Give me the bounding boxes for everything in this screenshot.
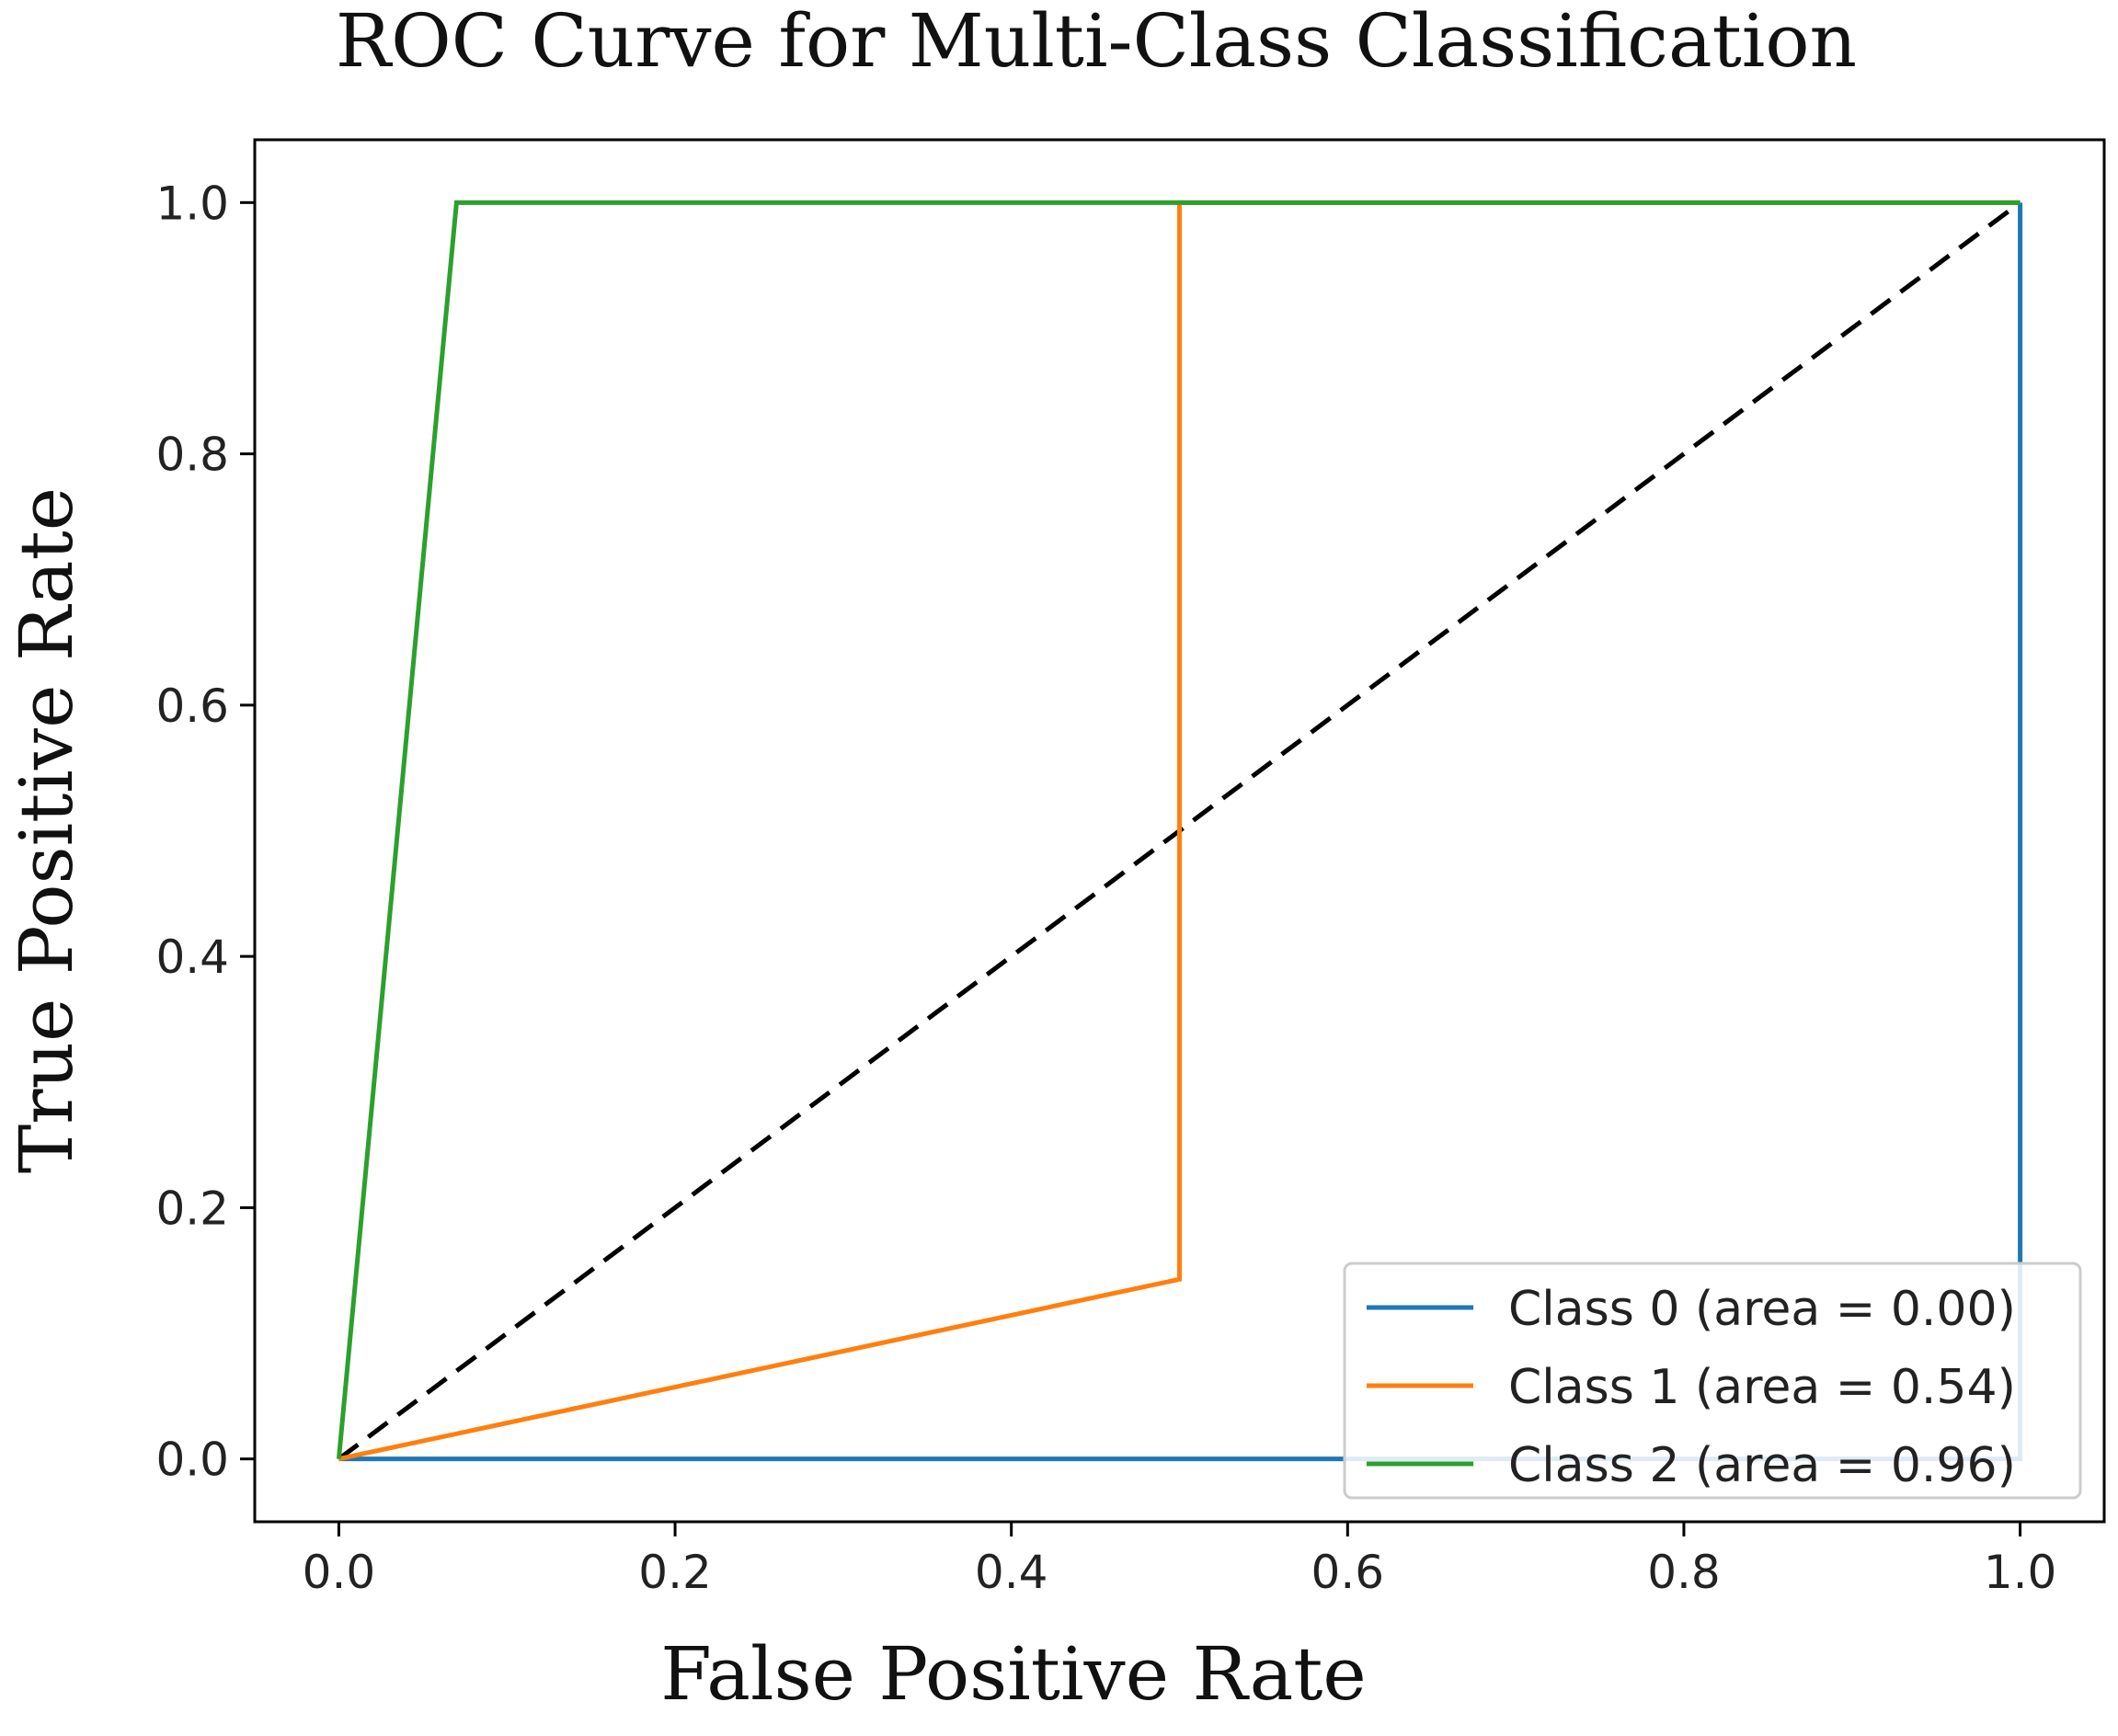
plot-area — [253, 138, 2106, 1524]
chart-title: ROC Curve for Multi-Class Classification — [336, 0, 1857, 84]
y-tick-label: 0.0 — [155, 1433, 229, 1487]
y-axis-label: True Positive Rate — [4, 487, 89, 1173]
axes-frame — [253, 138, 2106, 1524]
y-tick-label: 0.8 — [155, 428, 229, 482]
legend-label-class-2: Class 2 (area = 0.96) — [1508, 1438, 2016, 1493]
y-tick-label: 0.4 — [155, 931, 229, 984]
legend-label-class-0: Class 0 (area = 0.00) — [1508, 1282, 2016, 1337]
x-tick-label: 0.6 — [1311, 1546, 1385, 1599]
x-tick-label: 0.2 — [638, 1546, 712, 1599]
y-tick-label: 1.0 — [155, 177, 229, 230]
legend-label-class-1: Class 1 (area = 0.54) — [1508, 1360, 2016, 1415]
x-tick-label: 0.0 — [303, 1546, 376, 1599]
x-axis-label: False Positive Rate — [660, 1631, 1367, 1717]
x-tick-label: 0.4 — [975, 1546, 1048, 1599]
x-tick-label: 0.8 — [1647, 1546, 1721, 1599]
y-tick-label: 0.2 — [155, 1182, 229, 1235]
legend: Class 0 (area = 0.00) Class 1 (area = 0.5… — [1343, 1262, 2082, 1500]
legend-box — [1343, 1262, 2082, 1500]
series-line-class-2 — [336, 200, 2021, 1459]
x-tick-label: 1.0 — [1984, 1546, 2057, 1599]
axis-ticks: 0.0 0.2 0.4 0.6 0.8 1.0 0.0 0.2 0.4 0.6 0.8 1.0 — [155, 177, 2056, 1599]
y-tick-label: 0.6 — [155, 680, 229, 733]
